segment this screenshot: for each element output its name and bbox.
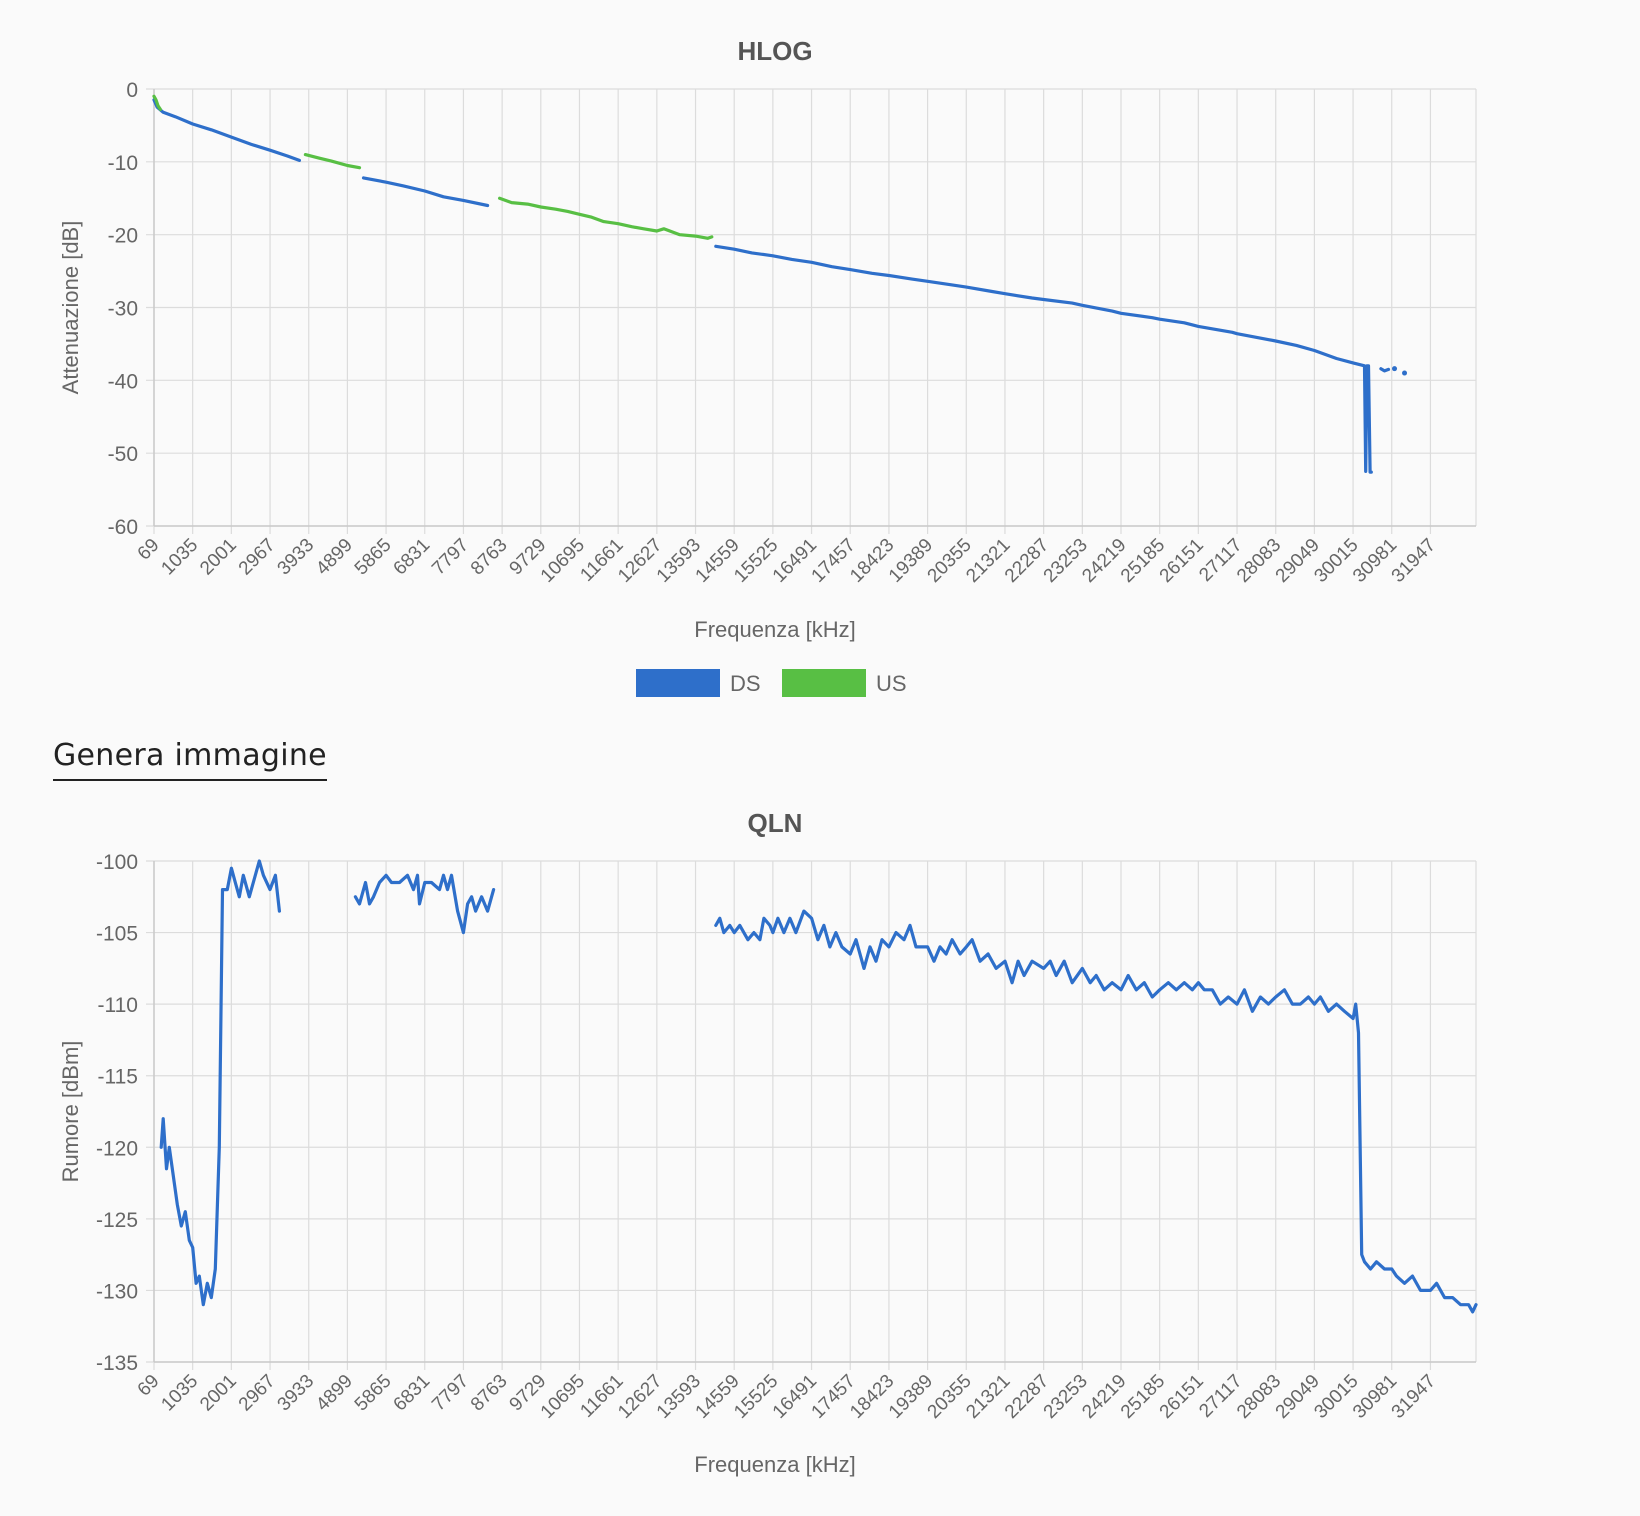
x-tick-label: 10695 — [537, 1371, 589, 1423]
hlog-chart: HLOG 0 -10 -20 -30 -40 -50 -6069103520012967393… — [58, 36, 1477, 697]
x-tick-label: 26151 — [1156, 535, 1208, 587]
x-tick-label: 4899 — [312, 535, 357, 580]
chart-title: QLN — [748, 808, 803, 838]
series-ds-segment — [152, 98, 301, 162]
y-axis-title: Attenuazione [dB] — [58, 221, 83, 395]
series-line-segment — [353, 873, 496, 935]
x-axis-title: Frequenza [kHz] — [694, 617, 855, 642]
series-us-segment — [152, 94, 162, 112]
x-tick-label: 2001 — [196, 535, 241, 580]
x-tick-label: 1035 — [157, 535, 202, 580]
y-tick-label: -120 — [96, 1137, 138, 1160]
series-ds-segment — [714, 244, 1373, 474]
chart-title: HLOG — [737, 36, 812, 66]
series-us-segment — [498, 196, 714, 240]
series-ds-segment — [1402, 370, 1408, 376]
y-tick-label: 0 — [126, 79, 138, 102]
y-tick-label: -135 — [96, 1352, 138, 1375]
x-tick-label: 2967 — [235, 1371, 280, 1416]
x-tick-label: 5865 — [351, 535, 396, 580]
series-ds-segment — [1392, 366, 1398, 372]
x-tick-label: 8763 — [467, 1371, 512, 1416]
y-tick-label: -60 — [108, 516, 138, 539]
y-tick-label: -125 — [96, 1209, 138, 1232]
x-tick-label: 31947 — [1388, 1371, 1440, 1423]
legend-label-ds: DS — [730, 671, 761, 696]
legend-swatch-ds — [636, 669, 720, 697]
y-tick-label: -10 — [108, 152, 138, 175]
x-tick-label: 7797 — [428, 535, 473, 580]
y-tick-label: -130 — [96, 1280, 138, 1303]
series-ds-segment — [1379, 367, 1391, 373]
x-tick-label: 7797 — [428, 1371, 473, 1416]
series-us-segment — [303, 153, 362, 170]
x-tick-label: 26151 — [1156, 1371, 1208, 1423]
y-tick-label: -100 — [96, 851, 138, 874]
x-tick-label: 6831 — [390, 535, 435, 580]
y-tick-label: -30 — [108, 298, 138, 321]
x-tick-label: 3933 — [274, 1371, 319, 1416]
x-tick-label: 69 — [134, 535, 164, 565]
y-tick-label: -20 — [108, 225, 138, 248]
series-line-segment — [159, 859, 281, 1307]
y-tick-label: -115 — [98, 1066, 138, 1089]
x-tick-label: 2967 — [235, 535, 280, 580]
x-tick-label: 1035 — [157, 1371, 202, 1416]
x-axis-title: Frequenza [kHz] — [694, 1452, 855, 1477]
y-tick-label: -110 — [98, 994, 138, 1017]
x-tick-label: 5865 — [351, 1371, 396, 1416]
x-tick-label: 69 — [134, 1371, 164, 1401]
x-tick-label: 6831 — [390, 1371, 435, 1416]
x-tick-label: 31947 — [1388, 535, 1440, 587]
y-tick-label: -50 — [108, 443, 138, 466]
x-tick-label: 10695 — [537, 535, 589, 587]
x-tick-label: 4899 — [312, 1371, 357, 1416]
x-tick-label: 8763 — [467, 535, 512, 580]
qln-chart: QLN -100 -105 -110 -115 -120 -125 -130 -13569103… — [58, 808, 1478, 1477]
legend-label-us: US — [876, 671, 907, 696]
y-tick-label: -40 — [108, 370, 138, 393]
generate-image-link[interactable]: Genera immagine — [53, 738, 327, 781]
legend-swatch-us — [782, 669, 866, 697]
series-ds-segment — [361, 176, 490, 208]
y-tick-label: -105 — [96, 923, 138, 946]
x-tick-label: 2001 — [196, 1371, 241, 1416]
y-axis-title: Rumore [dBm] — [58, 1041, 83, 1183]
series-line-segment — [714, 909, 1478, 1314]
x-tick-label: 3933 — [274, 535, 319, 580]
